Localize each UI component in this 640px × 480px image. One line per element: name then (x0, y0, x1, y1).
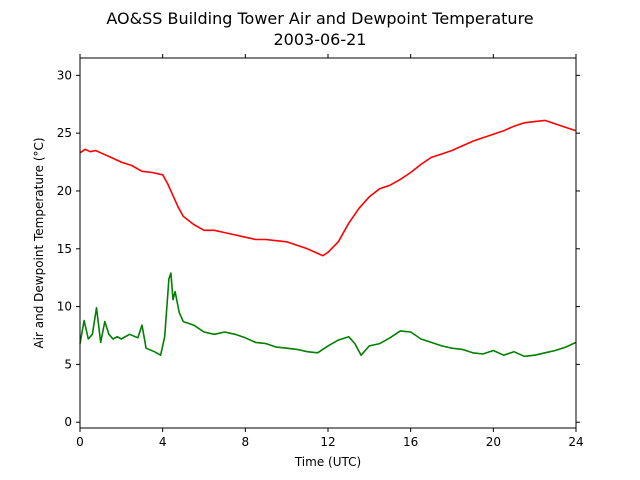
y-tick-label: 5 (64, 357, 72, 371)
series-line-1 (79, 272, 577, 358)
x-tick-label: 8 (242, 435, 250, 449)
x-tick-label: 0 (76, 435, 84, 449)
y-tick-label: 30 (57, 68, 72, 82)
series-line-0 (79, 119, 577, 257)
y-tick-label: 25 (57, 126, 72, 140)
y-tick-label: 15 (57, 242, 72, 256)
x-axis-label: Time (UTC) (294, 455, 361, 469)
y-tick-label: 20 (57, 184, 72, 198)
series-layer (79, 119, 577, 358)
y-tick-label: 0 (64, 415, 72, 429)
chart-subtitle: 2003-06-21 (274, 30, 367, 49)
x-tick-label: 16 (403, 435, 418, 449)
ticks-layer: 0 4 8 12 16 20 24 0 5 10 15 20 25 30 (57, 54, 584, 449)
x-tick-label: 20 (486, 435, 501, 449)
y-axis-label: Air and Dewpoint Temperature (°C) (32, 137, 46, 348)
plot-frame (79, 57, 577, 429)
y-tick-label: 10 (57, 300, 72, 314)
x-tick-label: 12 (320, 435, 335, 449)
x-tick-label: 4 (159, 435, 167, 449)
chart-title: AO&SS Building Tower Air and Dewpoint Te… (106, 9, 533, 28)
x-tick-label: 24 (568, 435, 583, 449)
